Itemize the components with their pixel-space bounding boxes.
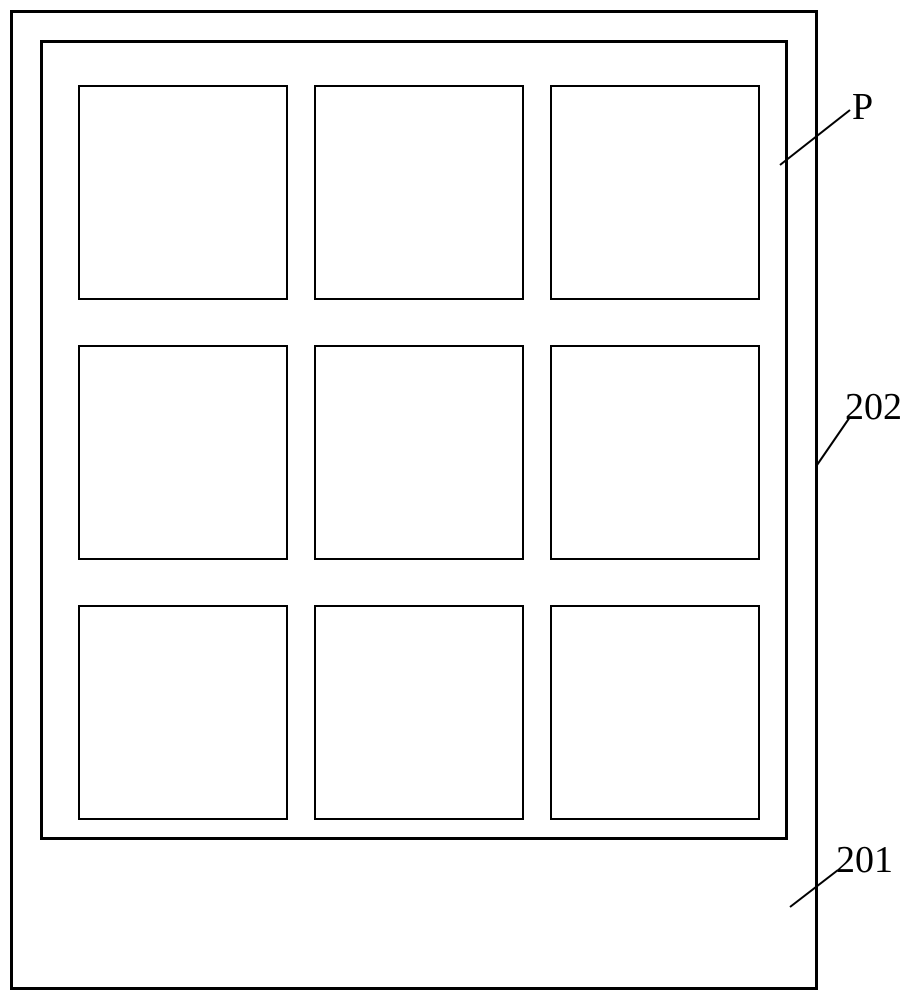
grid-cell-r1c1 <box>78 85 288 300</box>
grid-cell-r3c3 <box>550 605 760 820</box>
grid-cell-r2c3 <box>550 345 760 560</box>
label-202: 202 <box>845 385 902 429</box>
grid-cell-r3c2 <box>314 605 524 820</box>
grid-cell-r3c1 <box>78 605 288 820</box>
grid-cell-r1c3 <box>550 85 760 300</box>
grid-cell-r2c1 <box>78 345 288 560</box>
label-p: P <box>852 85 873 129</box>
grid-cell-r2c2 <box>314 345 524 560</box>
grid-cell-r1c2 <box>314 85 524 300</box>
label-201: 201 <box>836 838 893 882</box>
